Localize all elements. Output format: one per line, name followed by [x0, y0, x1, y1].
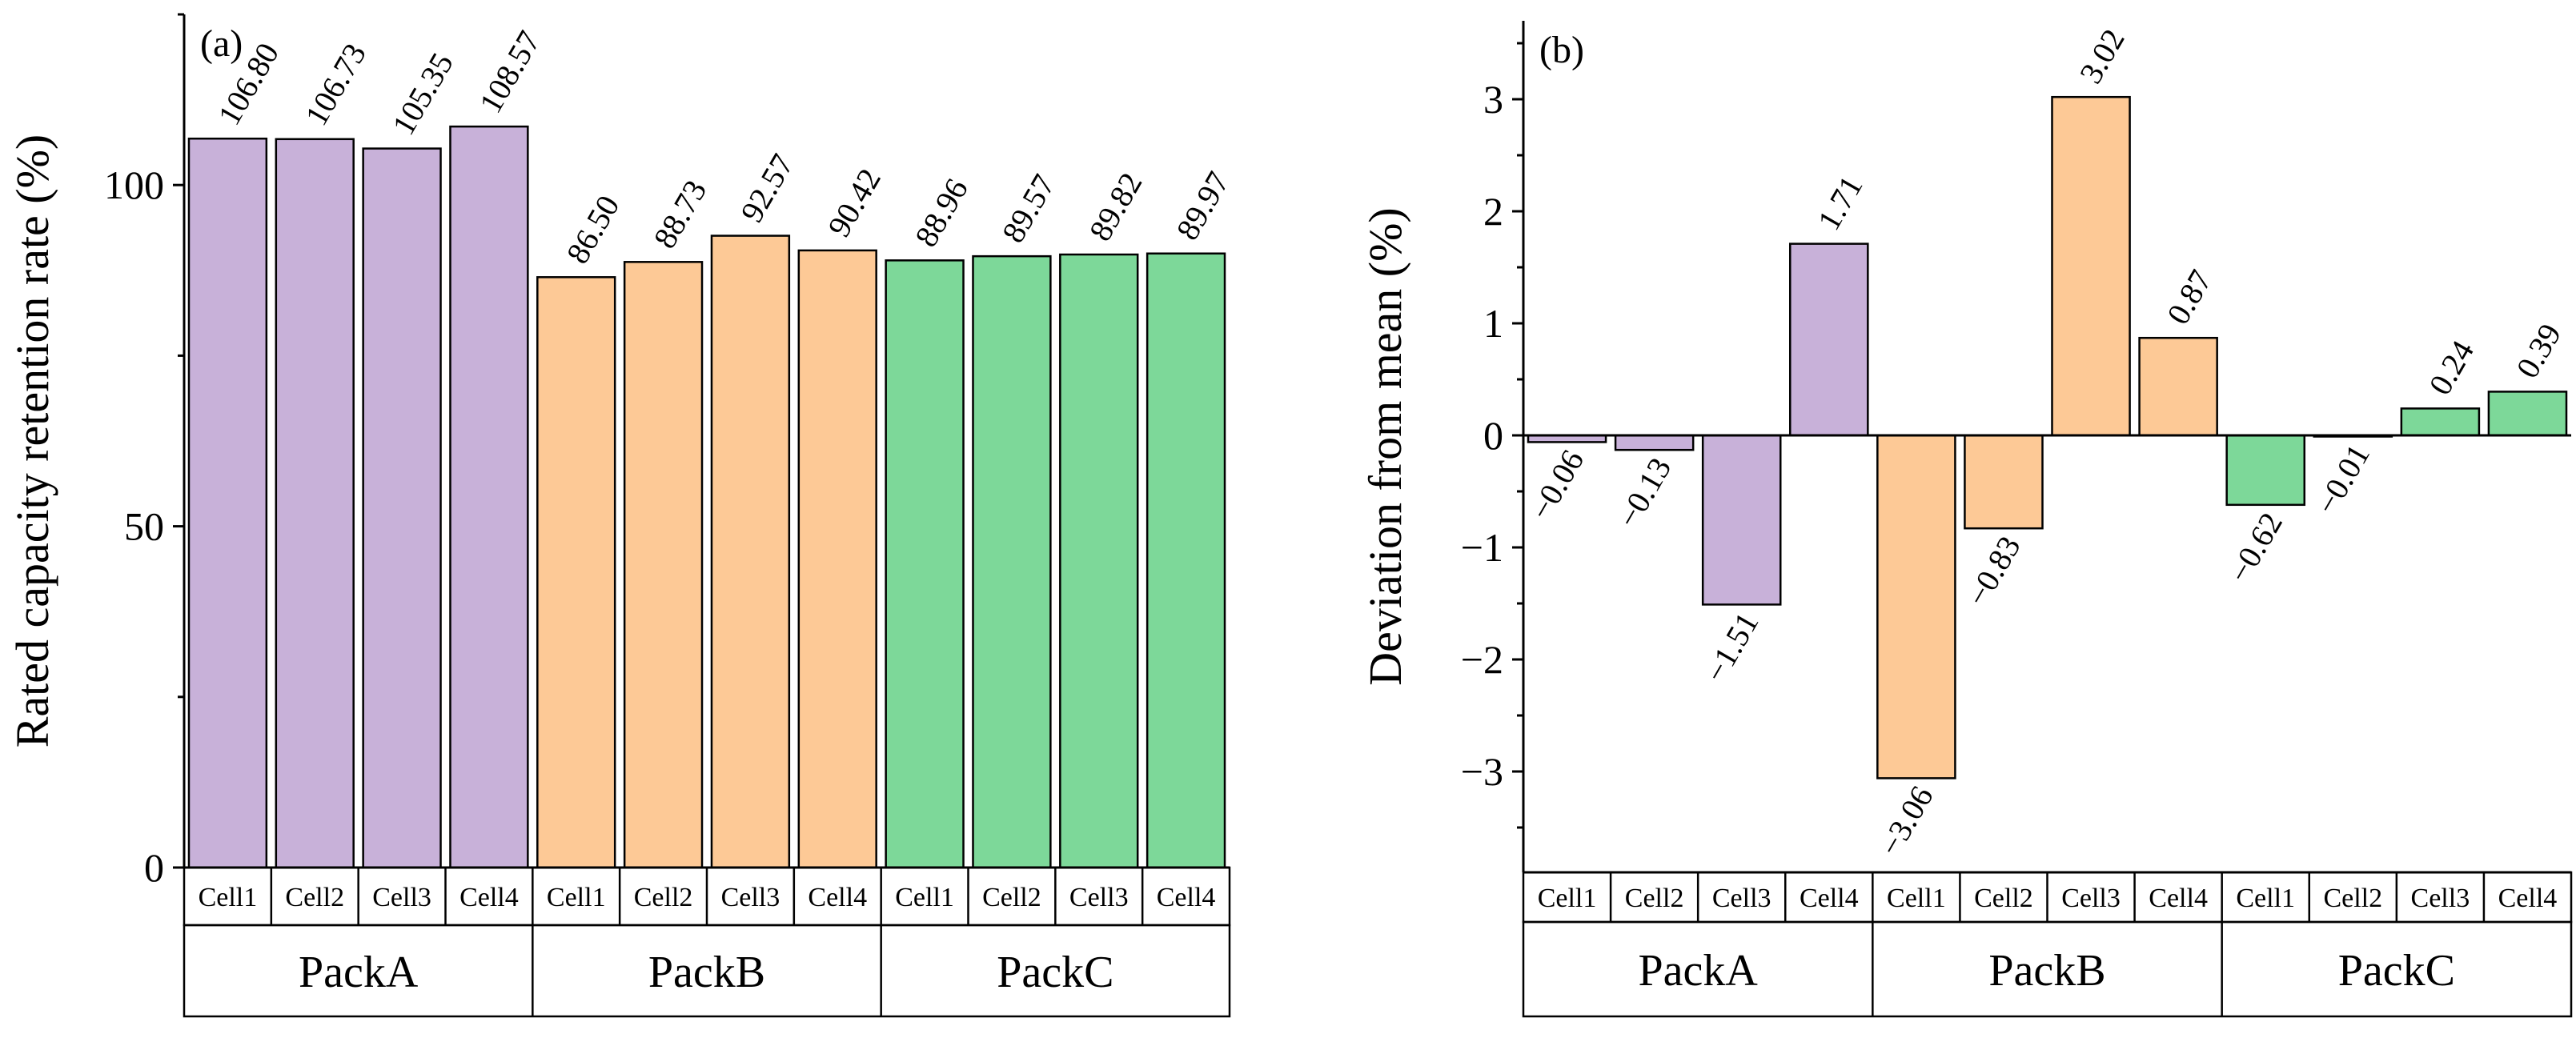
bar-packc-cell1	[2225, 434, 2306, 507]
y-tick-label: −1	[1461, 525, 1503, 570]
data-label-packb-cell1: −3.06	[1872, 779, 1940, 862]
bar-packc-cell1	[885, 259, 965, 869]
bar-packc-cell3	[1059, 253, 1139, 869]
bar-packa-cell2	[275, 138, 355, 869]
cell-label: Cell4	[459, 883, 519, 912]
y-tick-label: 50	[124, 504, 164, 549]
data-label-packc-cell1: −0.62	[2221, 507, 2289, 589]
data-label-packb-cell4: 90.42	[821, 162, 888, 242]
pack-label-packa: PackA	[299, 948, 419, 997]
bar-packb-cell3	[710, 234, 791, 869]
y-axis-label: Rated capacity retention rate (%)	[6, 134, 58, 748]
y-tick-label: −3	[1461, 749, 1503, 794]
bar-packa-cell1	[187, 137, 268, 869]
cell-label: Cell4	[808, 883, 867, 912]
pack-row	[1522, 920, 2573, 1018]
bar-packb-cell2	[1964, 434, 2044, 530]
cell-label: Cell1	[2236, 884, 2295, 913]
cell-label: Cell1	[547, 883, 606, 912]
bar-packa-cell4	[1788, 242, 1869, 437]
bar-packb-cell3	[2051, 95, 2131, 437]
cell-label: Cell3	[372, 883, 431, 912]
cell-label: Cell3	[1712, 884, 1772, 913]
pack-row	[183, 924, 1231, 1018]
data-label-packa-cell4: 1.71	[1811, 170, 1870, 236]
panel-label: (b)	[1539, 29, 1584, 71]
data-label-packb-cell2: 88.73	[646, 174, 713, 254]
y-tick-label: 2	[1483, 189, 1503, 234]
cell-label: Cell3	[721, 883, 780, 912]
bar-packc-cell2	[972, 254, 1052, 869]
data-label-packc-cell4: 0.39	[2509, 318, 2568, 384]
bar-packb-cell1	[536, 276, 616, 869]
data-label-packa-cell2: 106.73	[298, 38, 373, 132]
cell-label: Cell4	[2149, 884, 2208, 913]
cell-label: Cell4	[1157, 883, 1216, 912]
cell-label: Cell1	[1887, 884, 1946, 913]
cell-label: Cell3	[2061, 884, 2121, 913]
cell-label: Cell2	[1974, 884, 2033, 913]
bar-packb-cell2	[623, 261, 704, 869]
bar-packb-cell4	[2138, 336, 2218, 437]
bar-packb-cell4	[797, 249, 877, 869]
data-label-packb-cell4: 0.87	[2160, 264, 2219, 331]
data-label-packc-cell4: 89.97	[1169, 166, 1236, 246]
pack-label-packc: PackC	[2338, 946, 2455, 996]
cell-label: Cell4	[1800, 884, 1859, 913]
pack-label-packa: PackA	[1639, 946, 1759, 996]
data-label-packb-cell2: −0.83	[1960, 530, 2028, 612]
data-label-packc-cell3: 0.24	[2422, 335, 2481, 401]
y-tick-label: 100	[104, 162, 164, 207]
cell-label: Cell3	[2411, 884, 2470, 913]
pack-label-packb: PackB	[1988, 946, 2105, 996]
chart-b: −0.06 −0.13 −1.51 1.71 −3.06 −0.83 3.02 0.87 −0.…	[1359, 21, 2573, 1018]
cell-label: Cell2	[982, 883, 1041, 912]
bar-packa-cell2	[1614, 434, 1695, 451]
data-label-packc-cell2: 89.57	[995, 168, 1062, 248]
data-label-packa-cell3: 105.35	[385, 46, 460, 141]
bar-packc-cell4	[2487, 391, 2568, 437]
y-tick-label: 0	[1483, 413, 1503, 458]
data-label-packc-cell1: 88.96	[908, 172, 975, 252]
y-tick-label: −2	[1461, 637, 1503, 682]
bar-packb-cell1	[1876, 434, 1956, 779]
pack-label-packb: PackB	[648, 948, 765, 997]
cell-label: Cell3	[1069, 883, 1129, 912]
bar-packc-cell3	[2400, 407, 2481, 437]
cell-label: Cell1	[199, 883, 258, 912]
cell-label: Cell2	[1625, 884, 1684, 913]
cell-label: Cell4	[2498, 884, 2558, 913]
data-label-packa-cell4: 108.57	[472, 25, 548, 119]
y-tick-label: 0	[144, 845, 164, 890]
y-axis-label: Deviation from mean (%)	[1359, 207, 1411, 686]
y-tick-label: 1	[1483, 301, 1503, 346]
cell-label: Cell2	[285, 883, 344, 912]
bar-packc-cell4	[1146, 252, 1226, 869]
bar-packa-cell3	[1701, 434, 1782, 606]
data-label-packa-cell3: −1.51	[1697, 606, 1765, 688]
data-label-packb-cell3: 3.02	[2072, 23, 2132, 90]
cell-label: Cell1	[1538, 884, 1597, 913]
cell-label: Cell2	[2323, 884, 2382, 913]
pack-label-packc: PackC	[997, 948, 1113, 997]
data-label-packc-cell2: −0.01	[2309, 438, 2377, 520]
data-label-packa-cell2: −0.13	[1610, 451, 1678, 534]
bar-packa-cell3	[362, 147, 442, 869]
cell-label: Cell1	[895, 883, 954, 912]
panel-label: (a)	[200, 22, 243, 65]
data-label-packc-cell3: 89.82	[1082, 166, 1150, 246]
y-tick-label: 3	[1483, 77, 1503, 122]
cell-label: Cell2	[634, 883, 693, 912]
data-label-packa-cell1: −0.06	[1523, 443, 1591, 526]
data-label-packb-cell3: 92.57	[733, 148, 800, 228]
data-label-packb-cell1: 86.50	[560, 189, 627, 269]
bar-packa-cell4	[449, 125, 529, 869]
